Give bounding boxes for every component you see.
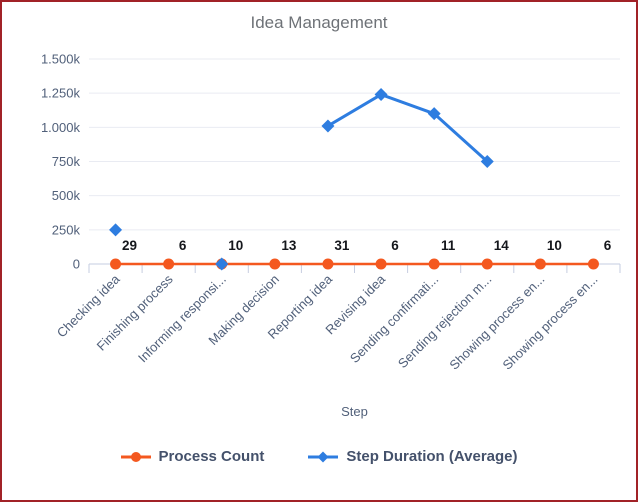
data-point-marker-process-count[interactable] bbox=[269, 258, 281, 270]
x-axis-tick-label: Sending confirmati... bbox=[347, 272, 441, 366]
x-axis-tick-label: Sending rejection m... bbox=[395, 272, 495, 372]
value-label: 11 bbox=[441, 238, 456, 253]
y-axis-tick-label: 250k bbox=[52, 222, 81, 237]
legend-label: Process Count bbox=[158, 448, 265, 465]
legend-label: Step Duration (Average) bbox=[346, 448, 518, 465]
data-point-marker-step-duration-average[interactable] bbox=[215, 257, 229, 271]
x-axis-tick-label: Showing process en... bbox=[500, 272, 601, 373]
chart-title: Idea Management bbox=[250, 13, 388, 32]
data-point-marker-process-count[interactable] bbox=[534, 258, 546, 270]
value-label: 29 bbox=[122, 238, 137, 253]
legend-item[interactable]: Process Count bbox=[120, 448, 265, 465]
x-axis-tick-label: Informing responsi... bbox=[135, 272, 229, 366]
value-label: 6 bbox=[604, 238, 612, 253]
data-point-marker-step-duration-average[interactable] bbox=[480, 155, 494, 168]
data-point-marker-process-count[interactable] bbox=[163, 258, 175, 270]
x-axis-tick-label: Showing process en... bbox=[446, 272, 547, 373]
series-line-step-duration-average bbox=[326, 93, 489, 163]
data-point-marker-step-duration-average[interactable] bbox=[374, 88, 388, 102]
data-point-marker-process-count[interactable] bbox=[375, 258, 387, 270]
value-label: 10 bbox=[228, 238, 243, 253]
y-axis-tick-label: 750k bbox=[52, 154, 81, 169]
x-axis-title: Step bbox=[341, 404, 368, 419]
value-label: 14 bbox=[494, 238, 510, 253]
y-axis-tick-label: 1.000k bbox=[41, 120, 81, 135]
legend-marker-icon bbox=[308, 451, 339, 462]
legend: Process Count Step Duration (Average) bbox=[2, 448, 636, 465]
data-point-marker-step-duration-average[interactable] bbox=[109, 223, 123, 237]
value-label: 6 bbox=[179, 238, 187, 253]
value-label: 13 bbox=[281, 238, 297, 253]
data-point-marker-step-duration-average[interactable] bbox=[321, 119, 335, 133]
data-point-marker-process-count[interactable] bbox=[587, 258, 599, 270]
legend-marker-icon bbox=[120, 451, 151, 462]
legend-item[interactable]: Step Duration (Average) bbox=[308, 448, 518, 465]
data-point-marker-process-count[interactable] bbox=[481, 258, 493, 270]
y-axis-tick-label: 500k bbox=[52, 188, 81, 203]
y-axis-tick-label: 1.250k bbox=[41, 86, 81, 101]
y-axis-tick-label: 1.500k bbox=[41, 52, 81, 67]
value-label: 10 bbox=[547, 238, 562, 253]
data-point-marker-process-count[interactable] bbox=[110, 258, 122, 270]
value-label: 31 bbox=[334, 238, 350, 253]
data-point-marker-process-count[interactable] bbox=[428, 258, 440, 270]
value-label: 6 bbox=[391, 238, 399, 253]
data-point-marker-step-duration-average[interactable] bbox=[427, 107, 441, 121]
data-point-marker-process-count[interactable] bbox=[322, 258, 334, 270]
y-axis-tick-label: 0 bbox=[73, 257, 80, 272]
